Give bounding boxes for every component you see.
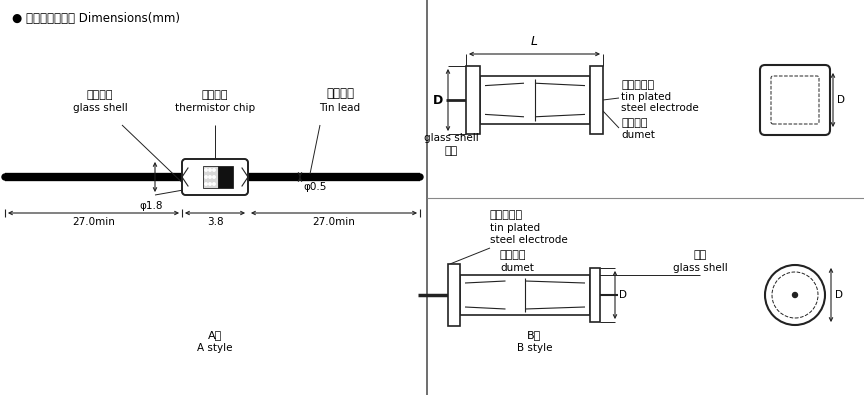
Text: tin plated: tin plated bbox=[490, 223, 540, 233]
FancyBboxPatch shape bbox=[760, 65, 830, 135]
Circle shape bbox=[213, 176, 215, 178]
Bar bbox=[460, 275, 590, 315]
Bar bbox=[203, 166, 218, 188]
Text: 27.0min: 27.0min bbox=[72, 217, 115, 227]
Text: 玻璃外壳: 玻璃外壳 bbox=[86, 90, 113, 100]
Bar bbox=[448, 264, 460, 326]
Circle shape bbox=[417, 174, 423, 180]
Text: D: D bbox=[837, 95, 845, 105]
Circle shape bbox=[209, 176, 211, 178]
Text: B style: B style bbox=[517, 343, 552, 353]
Text: 27.0min: 27.0min bbox=[313, 217, 355, 227]
Circle shape bbox=[792, 293, 797, 297]
Bar bbox=[188, 164, 242, 190]
Text: thermistor chip: thermistor chip bbox=[175, 103, 255, 113]
Text: 3.8: 3.8 bbox=[206, 217, 223, 227]
Text: 镀锡钑电极: 镀锡钑电极 bbox=[490, 210, 523, 220]
Text: 玻壳: 玻壳 bbox=[694, 250, 707, 260]
Text: glass shell: glass shell bbox=[673, 263, 727, 273]
Text: ● 外形结构和尺寸 Dimensions(mm): ● 外形结构和尺寸 Dimensions(mm) bbox=[12, 12, 180, 25]
Circle shape bbox=[205, 183, 207, 185]
Text: steel electrode: steel electrode bbox=[621, 103, 699, 113]
Circle shape bbox=[205, 169, 207, 171]
Circle shape bbox=[205, 176, 207, 178]
Circle shape bbox=[213, 169, 215, 171]
Circle shape bbox=[209, 169, 211, 171]
Text: A型: A型 bbox=[208, 330, 222, 340]
Text: dumet: dumet bbox=[621, 130, 655, 140]
FancyBboxPatch shape bbox=[182, 159, 248, 195]
Text: 铜包镍丝: 铜包镍丝 bbox=[621, 118, 647, 128]
Text: B型: B型 bbox=[527, 330, 542, 340]
Bar bbox=[466, 66, 480, 134]
Bar bbox=[590, 66, 603, 134]
Text: glass shell: glass shell bbox=[423, 133, 479, 143]
Bar bbox=[590, 268, 600, 322]
Text: Tin lead: Tin lead bbox=[320, 103, 360, 113]
Circle shape bbox=[209, 183, 211, 185]
Bar bbox=[480, 76, 590, 124]
Text: 镀锡钑电极: 镀锡钑电极 bbox=[621, 80, 654, 90]
Text: φ0.5: φ0.5 bbox=[303, 182, 327, 192]
Text: dumet: dumet bbox=[500, 263, 534, 273]
Text: D: D bbox=[433, 94, 443, 107]
Circle shape bbox=[765, 265, 825, 325]
Text: L: L bbox=[531, 35, 538, 48]
Text: 铜包镍丝: 铜包镍丝 bbox=[500, 250, 526, 260]
Text: A style: A style bbox=[197, 343, 232, 353]
Text: 热敏芯片: 热敏芯片 bbox=[202, 90, 228, 100]
Text: 玻壳: 玻壳 bbox=[444, 146, 458, 156]
Bar bbox=[218, 166, 233, 188]
Text: steel electrode: steel electrode bbox=[490, 235, 568, 245]
Text: D: D bbox=[619, 290, 627, 300]
Text: tin plated: tin plated bbox=[621, 92, 671, 102]
Circle shape bbox=[213, 183, 215, 185]
Text: φ1.8: φ1.8 bbox=[139, 201, 162, 211]
Text: D: D bbox=[835, 290, 843, 300]
Text: glass shell: glass shell bbox=[73, 103, 127, 113]
Text: 镀锡导线: 镀锡导线 bbox=[326, 87, 354, 100]
Circle shape bbox=[2, 174, 8, 180]
